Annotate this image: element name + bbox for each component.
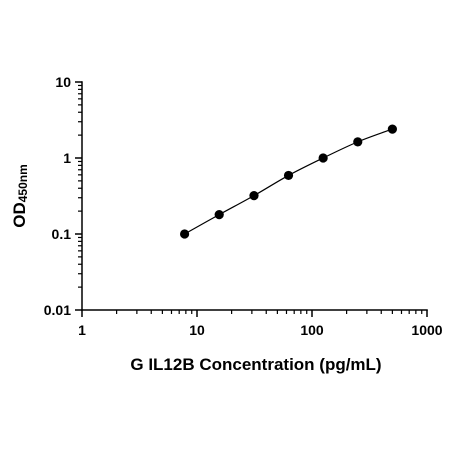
axes (75, 81, 428, 317)
y-tick-label: 0.1 (52, 226, 72, 242)
y-axis-title-main: OD (10, 202, 29, 228)
data-point (249, 191, 259, 201)
y-axis-title-subscript: 450nm (16, 164, 30, 202)
data-points (179, 124, 397, 239)
data-point (353, 137, 363, 147)
y-axis-title: OD450nm (10, 164, 30, 228)
x-axis-title: G IL12B Concentration (pg/mL) (130, 355, 381, 374)
x-tick-label: 1000 (411, 322, 442, 338)
data-point (318, 153, 328, 163)
x-tick-label: 100 (300, 322, 324, 338)
data-point (214, 209, 224, 220)
data-point (179, 229, 190, 239)
y-tick-label: 1 (63, 150, 71, 166)
data-point (387, 124, 397, 134)
data-point (283, 170, 294, 181)
x-tick-label: 10 (189, 322, 205, 338)
x-tick-label: 1 (78, 322, 86, 338)
y-tick-label: 10 (55, 74, 71, 90)
y-tick-label: 0.01 (44, 302, 71, 318)
tick-labels: 1 10 100 1000 0.01 0.1 1 10 (44, 74, 443, 338)
